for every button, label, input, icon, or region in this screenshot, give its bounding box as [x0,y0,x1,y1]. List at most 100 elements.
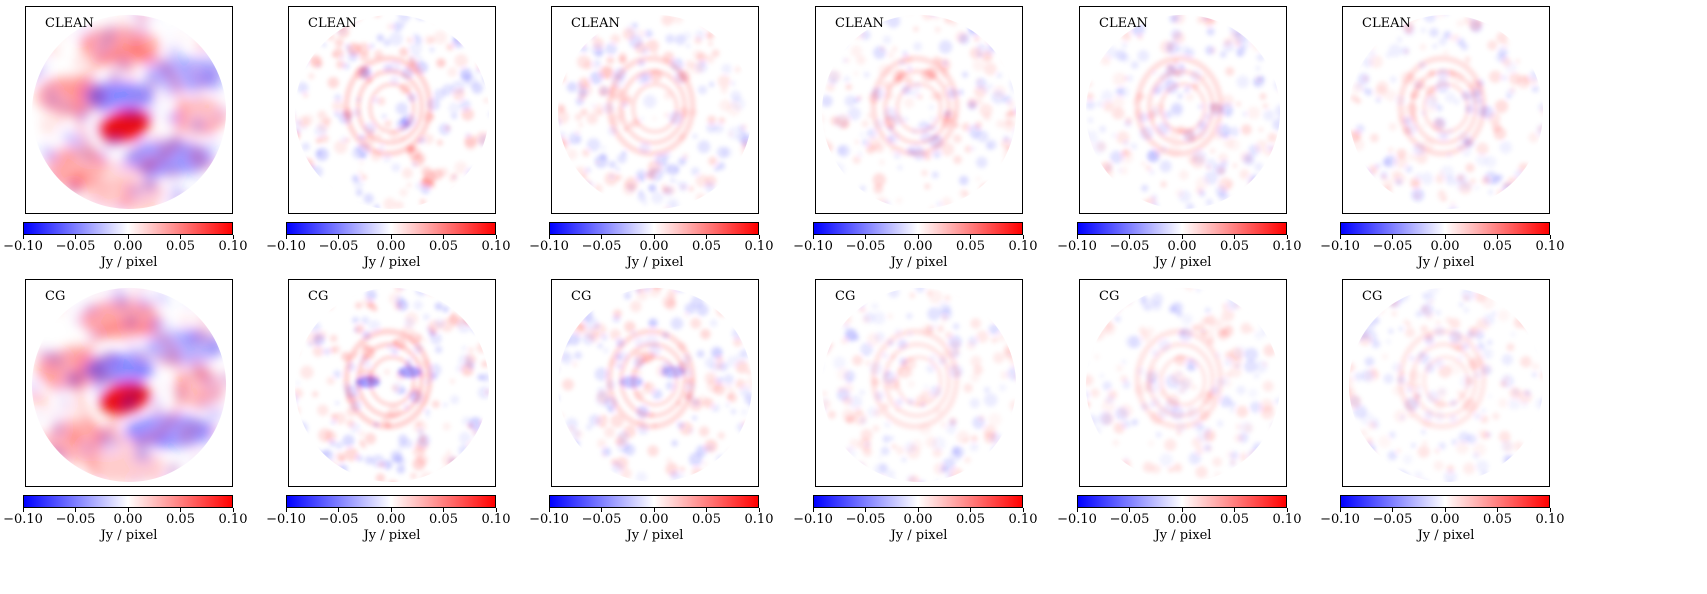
colorbar-tick [338,235,339,239]
panel-label: CLEAN [45,16,94,31]
colorbar-tick-label: 0.05 [1483,512,1512,527]
residual-map [1342,6,1550,214]
colorbar-tick-label: 0.10 [481,239,511,254]
colorbar-tick [1392,235,1393,239]
colorbar-tick [1022,235,1024,239]
colorbar-tick-label: 0.10 [1272,512,1302,527]
colorbar-tick [548,235,550,239]
colorbar-tick-label: −0.10 [1057,239,1097,254]
colorbar-tick [706,508,707,512]
panel-label: CG [45,289,66,304]
residual-map [1342,279,1550,487]
colorbar-tick [495,235,497,239]
panel-label: CLEAN [835,16,884,31]
colorbar-tick [706,235,707,239]
residual-map [288,6,496,214]
colorbar-tick-label: 0.00 [1167,239,1197,254]
residual-image [294,287,490,483]
colorbar-tick-label: −0.05 [1372,512,1413,527]
colorbar-tick [232,235,234,239]
panel-label: CG [571,289,592,304]
colorbar [1340,495,1550,508]
colorbar-tick-label: 0.05 [429,512,458,527]
residual-map [551,279,759,487]
colorbar-tick [75,235,76,239]
colorbar-label: Jy / pixel [100,255,158,270]
colorbar-label: Jy / pixel [1154,255,1212,270]
colorbar-tick-label: 0.05 [429,239,458,254]
colorbar-tick [180,508,181,512]
colorbar [1077,495,1287,508]
residual-image [31,287,227,483]
colorbar-tick-label: 0.00 [1430,512,1460,527]
colorbar-tick-label: 0.10 [218,512,248,527]
colorbar-tick [1339,508,1341,512]
colorbar-tick-label: −0.05 [318,239,359,254]
residual-image [821,287,1017,483]
colorbar-tick [1181,508,1183,512]
colorbar-tick [865,508,866,512]
colorbar-tick [917,508,919,512]
residual-image [294,14,490,210]
colorbar-tick [653,235,655,239]
colorbar-label: Jy / pixel [890,528,948,543]
colorbar-tick [1497,235,1498,239]
residual-map [1079,279,1287,487]
colorbar-label: Jy / pixel [363,528,421,543]
colorbar-tick-label: −0.05 [845,512,886,527]
colorbar-tick-label: −0.05 [1372,239,1413,254]
colorbar-tick-label: −0.10 [793,239,833,254]
colorbar-tick [390,508,392,512]
colorbar-tick-label: −0.05 [55,512,96,527]
colorbar-tick-label: 0.00 [376,512,406,527]
colorbar-tick-label: 0.05 [956,239,985,254]
colorbar-tick [443,235,444,239]
colorbar [813,495,1023,508]
colorbar-tick [1549,235,1551,239]
residual-map [1079,6,1287,214]
colorbar-tick-label: 0.10 [1535,512,1565,527]
colorbar-tick [1286,508,1288,512]
colorbar [549,495,759,508]
residual-image [1348,14,1544,210]
colorbar-tick-label: 0.00 [113,512,143,527]
colorbar-tick [1234,235,1235,239]
colorbar [813,222,1023,235]
colorbar-tick-label: 0.10 [1535,239,1565,254]
colorbar-tick-label: −0.05 [581,239,622,254]
colorbar-tick-label: 0.10 [744,239,774,254]
panel-label: CG [1362,289,1383,304]
colorbar [23,222,233,235]
colorbar-tick-label: −0.10 [266,239,306,254]
colorbar-tick-label: 0.10 [1008,239,1038,254]
residual-image [557,287,753,483]
colorbar-tick-label: −0.10 [266,512,306,527]
residual-image [1085,287,1281,483]
colorbar-label: Jy / pixel [1417,255,1475,270]
colorbar-tick [548,508,550,512]
colorbar-tick-label: 0.00 [639,512,669,527]
residual-image [1085,14,1281,210]
colorbar-label: Jy / pixel [626,255,684,270]
colorbar-tick [601,508,602,512]
colorbar-tick-label: 0.00 [113,239,143,254]
colorbar-tick-label: 0.00 [903,239,933,254]
colorbar-tick [758,508,760,512]
colorbar-tick-label: −0.05 [845,239,886,254]
colorbar-tick [1234,508,1235,512]
panel-label: CLEAN [571,16,620,31]
colorbar-tick [22,235,24,239]
colorbar-tick [390,235,392,239]
colorbar-tick-label: 0.10 [218,239,248,254]
colorbar-tick [1339,235,1341,239]
colorbar-tick-label: −0.05 [581,512,622,527]
colorbar-tick-label: 0.05 [1220,239,1249,254]
colorbar-label: Jy / pixel [1417,528,1475,543]
panel-label: CLEAN [308,16,357,31]
colorbar-tick [1076,235,1078,239]
colorbar-tick [285,508,287,512]
panel-label: CG [308,289,329,304]
colorbar-tick [812,508,814,512]
colorbar-tick [1076,508,1078,512]
colorbar-tick-label: 0.05 [166,239,195,254]
